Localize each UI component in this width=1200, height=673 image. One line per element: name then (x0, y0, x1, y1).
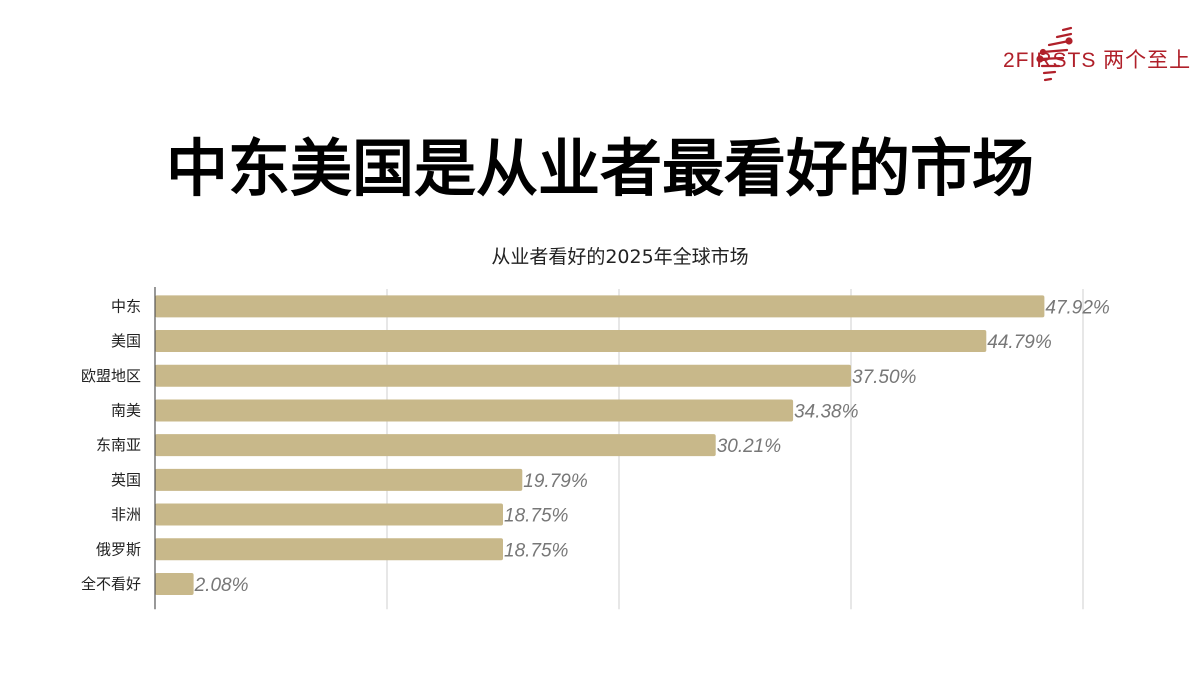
data-label: 47.92% (1045, 297, 1110, 318)
bar (155, 434, 716, 457)
data-label: 34.38% (794, 401, 859, 422)
bar (155, 364, 851, 387)
category-label: 俄罗斯 (96, 540, 141, 558)
bar (155, 572, 194, 595)
category-label: 英国 (111, 471, 141, 489)
bar (155, 330, 987, 353)
data-label: 18.75% (504, 506, 569, 527)
category-label: 南美 (111, 401, 141, 419)
bar (155, 538, 503, 561)
data-label: 2.08% (194, 575, 249, 596)
bar (155, 295, 1045, 318)
data-label: 18.75% (504, 540, 569, 561)
category-label: 美国 (111, 332, 141, 350)
page-title: 中东美国是从业者最看好的市场 (165, 132, 1034, 205)
data-label: 30.21% (717, 436, 782, 457)
category-label: 非洲 (111, 506, 141, 524)
brand-logo-icon (1036, 26, 1073, 82)
data-label: 44.79% (987, 332, 1052, 353)
data-label: 19.79% (523, 471, 588, 492)
category-label: 中东 (111, 297, 141, 315)
bar (155, 399, 794, 422)
data-label: 37.50% (852, 367, 917, 388)
brand-logo-text: 2FIRSTS 两个至上 (1003, 49, 1192, 72)
chart-title: 从业者看好的2025年全球市场 (491, 246, 749, 268)
bar (155, 503, 503, 526)
category-label: 东南亚 (96, 436, 141, 454)
category-label: 欧盟地区 (81, 367, 141, 385)
category-label: 全不看好 (81, 575, 141, 593)
bar (155, 468, 523, 491)
